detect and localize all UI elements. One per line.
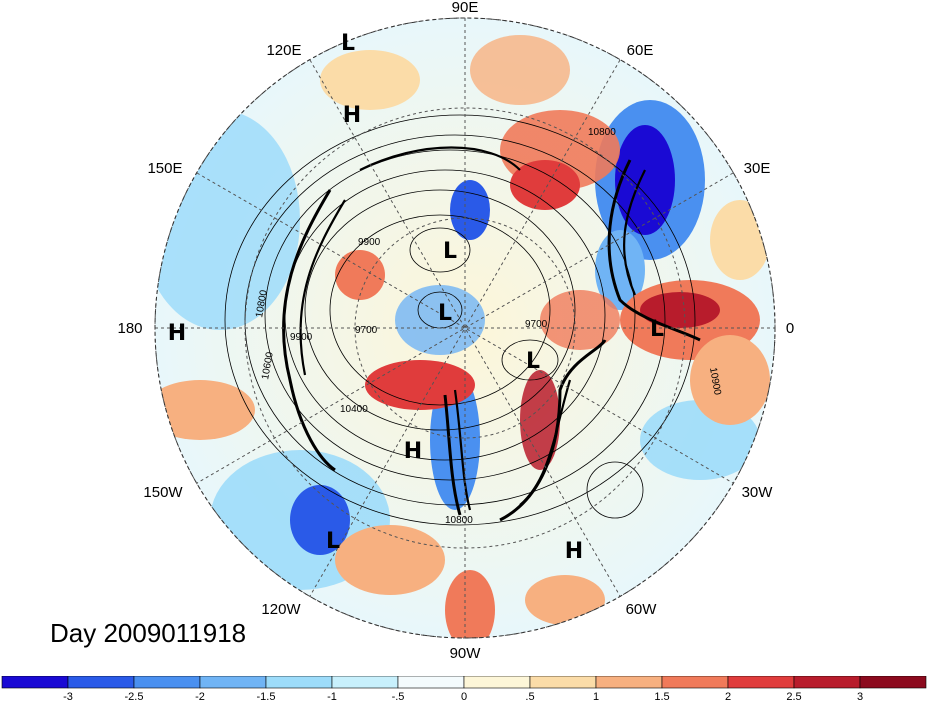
day-label: Day 2009011918 [50,618,247,648]
low-marker: L [341,31,355,56]
graticule [154,17,776,639]
low-marker: L [326,529,340,554]
low-marker: L [526,349,540,374]
contour-label: 9700 [355,325,378,336]
colorbar-swatch [727,676,795,689]
low-marker: L [650,317,664,342]
colorbar-tick-label: -.5 [392,691,405,702]
colorbar-tick-label: 1.5 [654,691,669,702]
contour-label: 9900 [290,332,313,343]
colorbar-tick-labels: -3 -2.5 -2 -1.5 -1 -.5 0 .5 1 1.5 2 2.5 3 [63,691,863,702]
lon-label-60e: 60E [627,42,654,59]
lon-label-120w: 120W [261,601,301,618]
colorbar-tick-label: .5 [525,691,534,702]
colorbar-tick-label: -3 [63,691,73,702]
lon-label-90e: 90E [452,0,479,16]
colorbar-swatch [397,676,465,689]
colorbar-swatch [859,676,927,689]
height-contours [224,114,701,526]
colorbar-swatch [529,676,597,689]
colorbar: -3 -2.5 -2 -1.5 -1 -.5 0 .5 1 1.5 2 2.5 3 [1,676,927,702]
contour-label: 10900 [707,367,723,397]
high-marker: H [343,103,361,128]
colorbar-swatch [1,676,69,689]
contour-label: 10600 [260,351,276,381]
colorbar-swatch [463,676,531,689]
colorbar-tick-label: -2.5 [125,691,144,702]
colorbar-swatch [265,676,333,689]
colorbar-swatches [1,676,927,689]
colorbar-tick-label: 2.5 [786,691,801,702]
colorbar-swatch [67,676,135,689]
contour-label: 9700 [525,319,548,330]
map-boundary [154,17,776,639]
longitude-labels: 90E 60E 30E 0 30W 60W 90W 120W 150W 180 … [117,0,794,662]
lon-label-90w: 90W [450,645,482,662]
high-marker: H [404,439,422,464]
colorbar-swatch [331,676,399,689]
colorbar-swatch [199,676,267,689]
polar-map: 90E 60E 30E 0 30W 60W 90W 120W 150W 180 … [117,0,794,662]
low-marker: L [443,239,457,264]
colorbar-tick-label: 2 [725,691,731,702]
colorbar-swatch [793,676,861,689]
high-marker: H [168,321,186,346]
colorbar-tick-label: -1.5 [257,691,276,702]
colorbar-swatch [133,676,201,689]
lon-label-0: 0 [786,320,794,337]
lon-label-150w: 150W [143,484,183,501]
colorbar-swatch [595,676,663,689]
contour-label: 10800 [445,515,473,526]
low-marker: L [438,301,452,326]
high-marker: H [565,539,583,564]
lon-label-120e: 120E [266,42,301,59]
colorbar-tick-label: 0 [461,691,467,702]
colorbar-tick-label: -1 [327,691,337,702]
pressure-system-markers: L H L L L L H H L H [168,31,664,564]
contour-label: 10400 [340,404,368,415]
lon-label-150e: 150E [147,160,182,177]
lon-label-60w: 60W [626,601,658,618]
contour-label: 10800 [254,289,270,319]
lon-label-30w: 30W [742,484,774,501]
colorbar-tick-label: -2 [195,691,205,702]
colorbar-swatch [661,676,729,689]
colorbar-tick-label: 1 [593,691,599,702]
contour-label: 9900 [358,237,381,248]
lon-label-30e: 30E [744,160,771,177]
lon-label-180: 180 [117,320,142,337]
contour-label: 10800 [588,127,616,138]
contour-value-labels: 10800 9700 9700 9900 10400 10800 10800 1… [254,127,723,526]
colorbar-tick-label: 3 [857,691,863,702]
